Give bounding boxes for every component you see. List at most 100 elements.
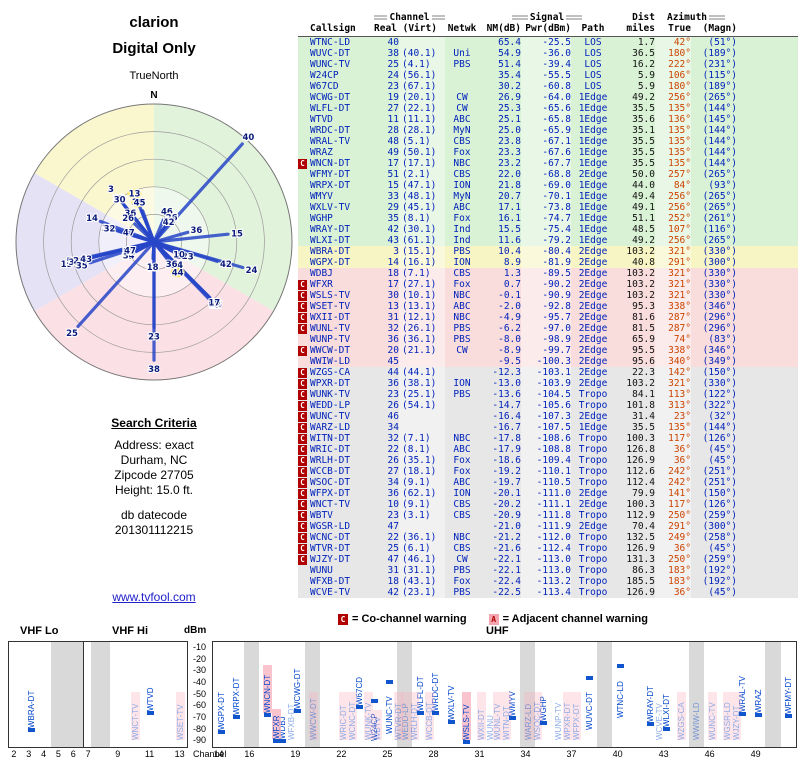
callsign-link[interactable]: WRAL-TV xyxy=(310,136,351,147)
noise-margin: -16.4 xyxy=(492,411,521,422)
callsign-link[interactable]: WBTV xyxy=(310,510,333,521)
callsign-link[interactable]: W67CD xyxy=(310,81,339,92)
callsign-link[interactable]: WJZY-DT xyxy=(310,554,351,565)
radar-sector-w xyxy=(16,173,155,311)
callsign-link[interactable]: WUNC-TV xyxy=(310,59,351,70)
real-channel: 25 xyxy=(387,59,399,70)
co-channel-badge: C xyxy=(298,412,307,422)
callsign-link[interactable]: WUNL-TV xyxy=(310,323,351,334)
power-dbm: -95.7 xyxy=(521,312,571,323)
table-row: WFMY-DT 51 (2.1) CBS 22.0 -68.8 2Edge 50.0 257° (… xyxy=(298,169,798,180)
station-label: WNCN-DT xyxy=(262,665,272,714)
real-channel: 23 xyxy=(387,81,399,92)
tvfool-link[interactable]: www.tvfool.com xyxy=(112,590,196,604)
azimuth-true: 252° xyxy=(655,213,691,224)
distance-miles: 1.7 xyxy=(637,37,655,48)
azimuth-true: 183° xyxy=(655,565,691,576)
header-bars-icon xyxy=(511,15,528,20)
noise-margin: -21.2 xyxy=(492,532,521,543)
callsign-link[interactable]: WRLH-DT xyxy=(310,455,351,466)
noise-margin: 51.4 xyxy=(498,59,521,70)
warning-cell: C xyxy=(298,279,310,290)
callsign-link[interactable]: WFXR xyxy=(310,279,333,290)
real-channel: 28 xyxy=(387,125,399,136)
warning-cell xyxy=(298,565,310,576)
azimuth-true: 340° xyxy=(655,356,691,367)
callsign-link[interactable]: WCWG-DT xyxy=(310,92,351,103)
callsign-link[interactable]: WXLV-TV xyxy=(310,202,351,213)
azimuth-magnetic: (144°) xyxy=(702,103,737,114)
callsign-link[interactable]: WUNK-TV xyxy=(310,389,351,400)
warning-cell xyxy=(298,92,310,103)
azimuth-true: 36° xyxy=(655,543,691,554)
signal-path: 2Edge xyxy=(578,246,608,257)
callsign-link[interactable]: WLFL-DT xyxy=(310,103,351,114)
callsign-link[interactable]: WMYV xyxy=(310,191,333,202)
azimuth-magnetic: (144°) xyxy=(702,147,737,158)
real-channel: 32 xyxy=(387,433,399,444)
callsign-link[interactable]: WSET-TV xyxy=(310,301,351,312)
virtual-channel: (50.1) xyxy=(399,147,445,158)
col-pwr: Pwr(dBm) xyxy=(525,23,571,34)
callsign-link[interactable]: WZGS-CA xyxy=(310,367,351,378)
station-marker xyxy=(386,680,394,685)
real-channel: 36 xyxy=(387,488,399,499)
callsign-link[interactable]: WARZ-LD xyxy=(310,422,351,433)
radar-channel-label: 25 xyxy=(66,329,78,339)
callsign-link[interactable]: WUNC-TV xyxy=(310,411,351,422)
table-row: C WARZ-LD 34 -16.7 -107.5 1Edge 35.5 135° (144°) xyxy=(298,422,798,433)
channel-tick-label: 19 xyxy=(290,749,301,759)
callsign-link[interactable]: WWIW-LD xyxy=(310,356,351,367)
callsign-link[interactable]: WPXR-DT xyxy=(310,378,351,389)
power-dbm: -81.9 xyxy=(521,257,571,268)
callsign-link[interactable]: WEDD-LP xyxy=(310,400,351,411)
radar-channel-label: 44 xyxy=(172,268,184,278)
radar-channel-label: 36 xyxy=(124,209,136,219)
callsign-link[interactable]: WSOC-DT xyxy=(310,477,351,488)
callsign-link[interactable]: WFMY-DT xyxy=(310,169,351,180)
azimuth-true: 321° xyxy=(655,290,691,301)
callsign-link[interactable]: WUNU xyxy=(310,565,333,576)
callsign-link[interactable]: WCVE-TV xyxy=(310,587,351,598)
radar-channel-label: 43 xyxy=(80,255,92,265)
vacant-band xyxy=(397,642,413,747)
network: NBC xyxy=(453,290,471,301)
callsign-link[interactable]: WLXI-DT xyxy=(310,235,351,246)
callsign-link[interactable]: WNCN-DT xyxy=(310,158,351,169)
callsign-link[interactable]: WRAZ xyxy=(310,147,333,158)
callsign-link[interactable]: WCCB-DT xyxy=(310,466,351,477)
callsign-link[interactable]: WITN-DT xyxy=(310,433,351,444)
callsign-link[interactable]: WTVR-DT xyxy=(310,543,351,554)
callsign-link[interactable]: WTVD xyxy=(310,114,333,125)
callsign-link[interactable]: WRPX-DT xyxy=(310,180,351,191)
station-marker xyxy=(294,708,302,713)
network: ION xyxy=(453,257,471,268)
station-marker xyxy=(539,721,547,726)
callsign-link[interactable]: WGHP xyxy=(310,213,333,224)
warning-cell: C xyxy=(298,433,310,444)
callsign-link[interactable]: WGSR-LD xyxy=(310,521,351,532)
callsign-link[interactable]: WSLS-TV xyxy=(310,290,351,301)
power-dbm: -89.5 xyxy=(521,268,571,279)
callsign-link[interactable]: WCNC-DT xyxy=(310,532,351,543)
radar-spoke xyxy=(152,227,165,244)
callsign-link[interactable]: WTNC-LD xyxy=(310,37,351,48)
callsign-link[interactable]: WNCT-TV xyxy=(310,499,351,510)
callsign-link[interactable]: WBRA-DT xyxy=(310,246,351,257)
callsign-link[interactable]: WFPX-DT xyxy=(310,488,351,499)
azimuth-true: 256° xyxy=(655,92,691,103)
callsign-link[interactable]: WGPX-DT xyxy=(310,257,351,268)
callsign-link[interactable]: WDBJ xyxy=(310,268,333,279)
callsign-link[interactable]: WUNP-TV xyxy=(310,334,351,345)
callsign-link[interactable]: WXII-DT xyxy=(310,312,351,323)
power-dbm: -100.3 xyxy=(521,356,571,367)
callsign-link[interactable]: WFXB-DT xyxy=(310,576,351,587)
callsign-link[interactable]: WRAY-DT xyxy=(310,224,351,235)
callsign-link[interactable]: WRDC-DT xyxy=(310,125,351,136)
callsign-link[interactable]: W24CP xyxy=(310,70,339,81)
callsign-link[interactable]: WWCW-DT xyxy=(310,345,351,356)
power-dbm: -97.0 xyxy=(521,323,571,334)
callsign-link[interactable]: WUVC-DT xyxy=(310,48,351,59)
callsign-link[interactable]: WRIC-DT xyxy=(310,444,351,455)
